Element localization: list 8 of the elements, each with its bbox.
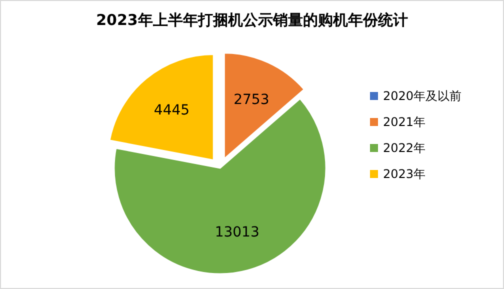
legend-label: 2022年 — [383, 141, 426, 155]
legend-label: 2021年 — [383, 115, 426, 129]
data-label: 13013 — [214, 224, 260, 240]
legend-label: 2023年 — [383, 167, 426, 181]
data-label: 2753 — [234, 92, 270, 108]
data-label: 4445 — [154, 102, 190, 119]
legend-label: 2020年及以前 — [383, 89, 462, 103]
chart-title: 2023年上半年打捆机公示销量的购机年份统计 — [96, 11, 408, 29]
